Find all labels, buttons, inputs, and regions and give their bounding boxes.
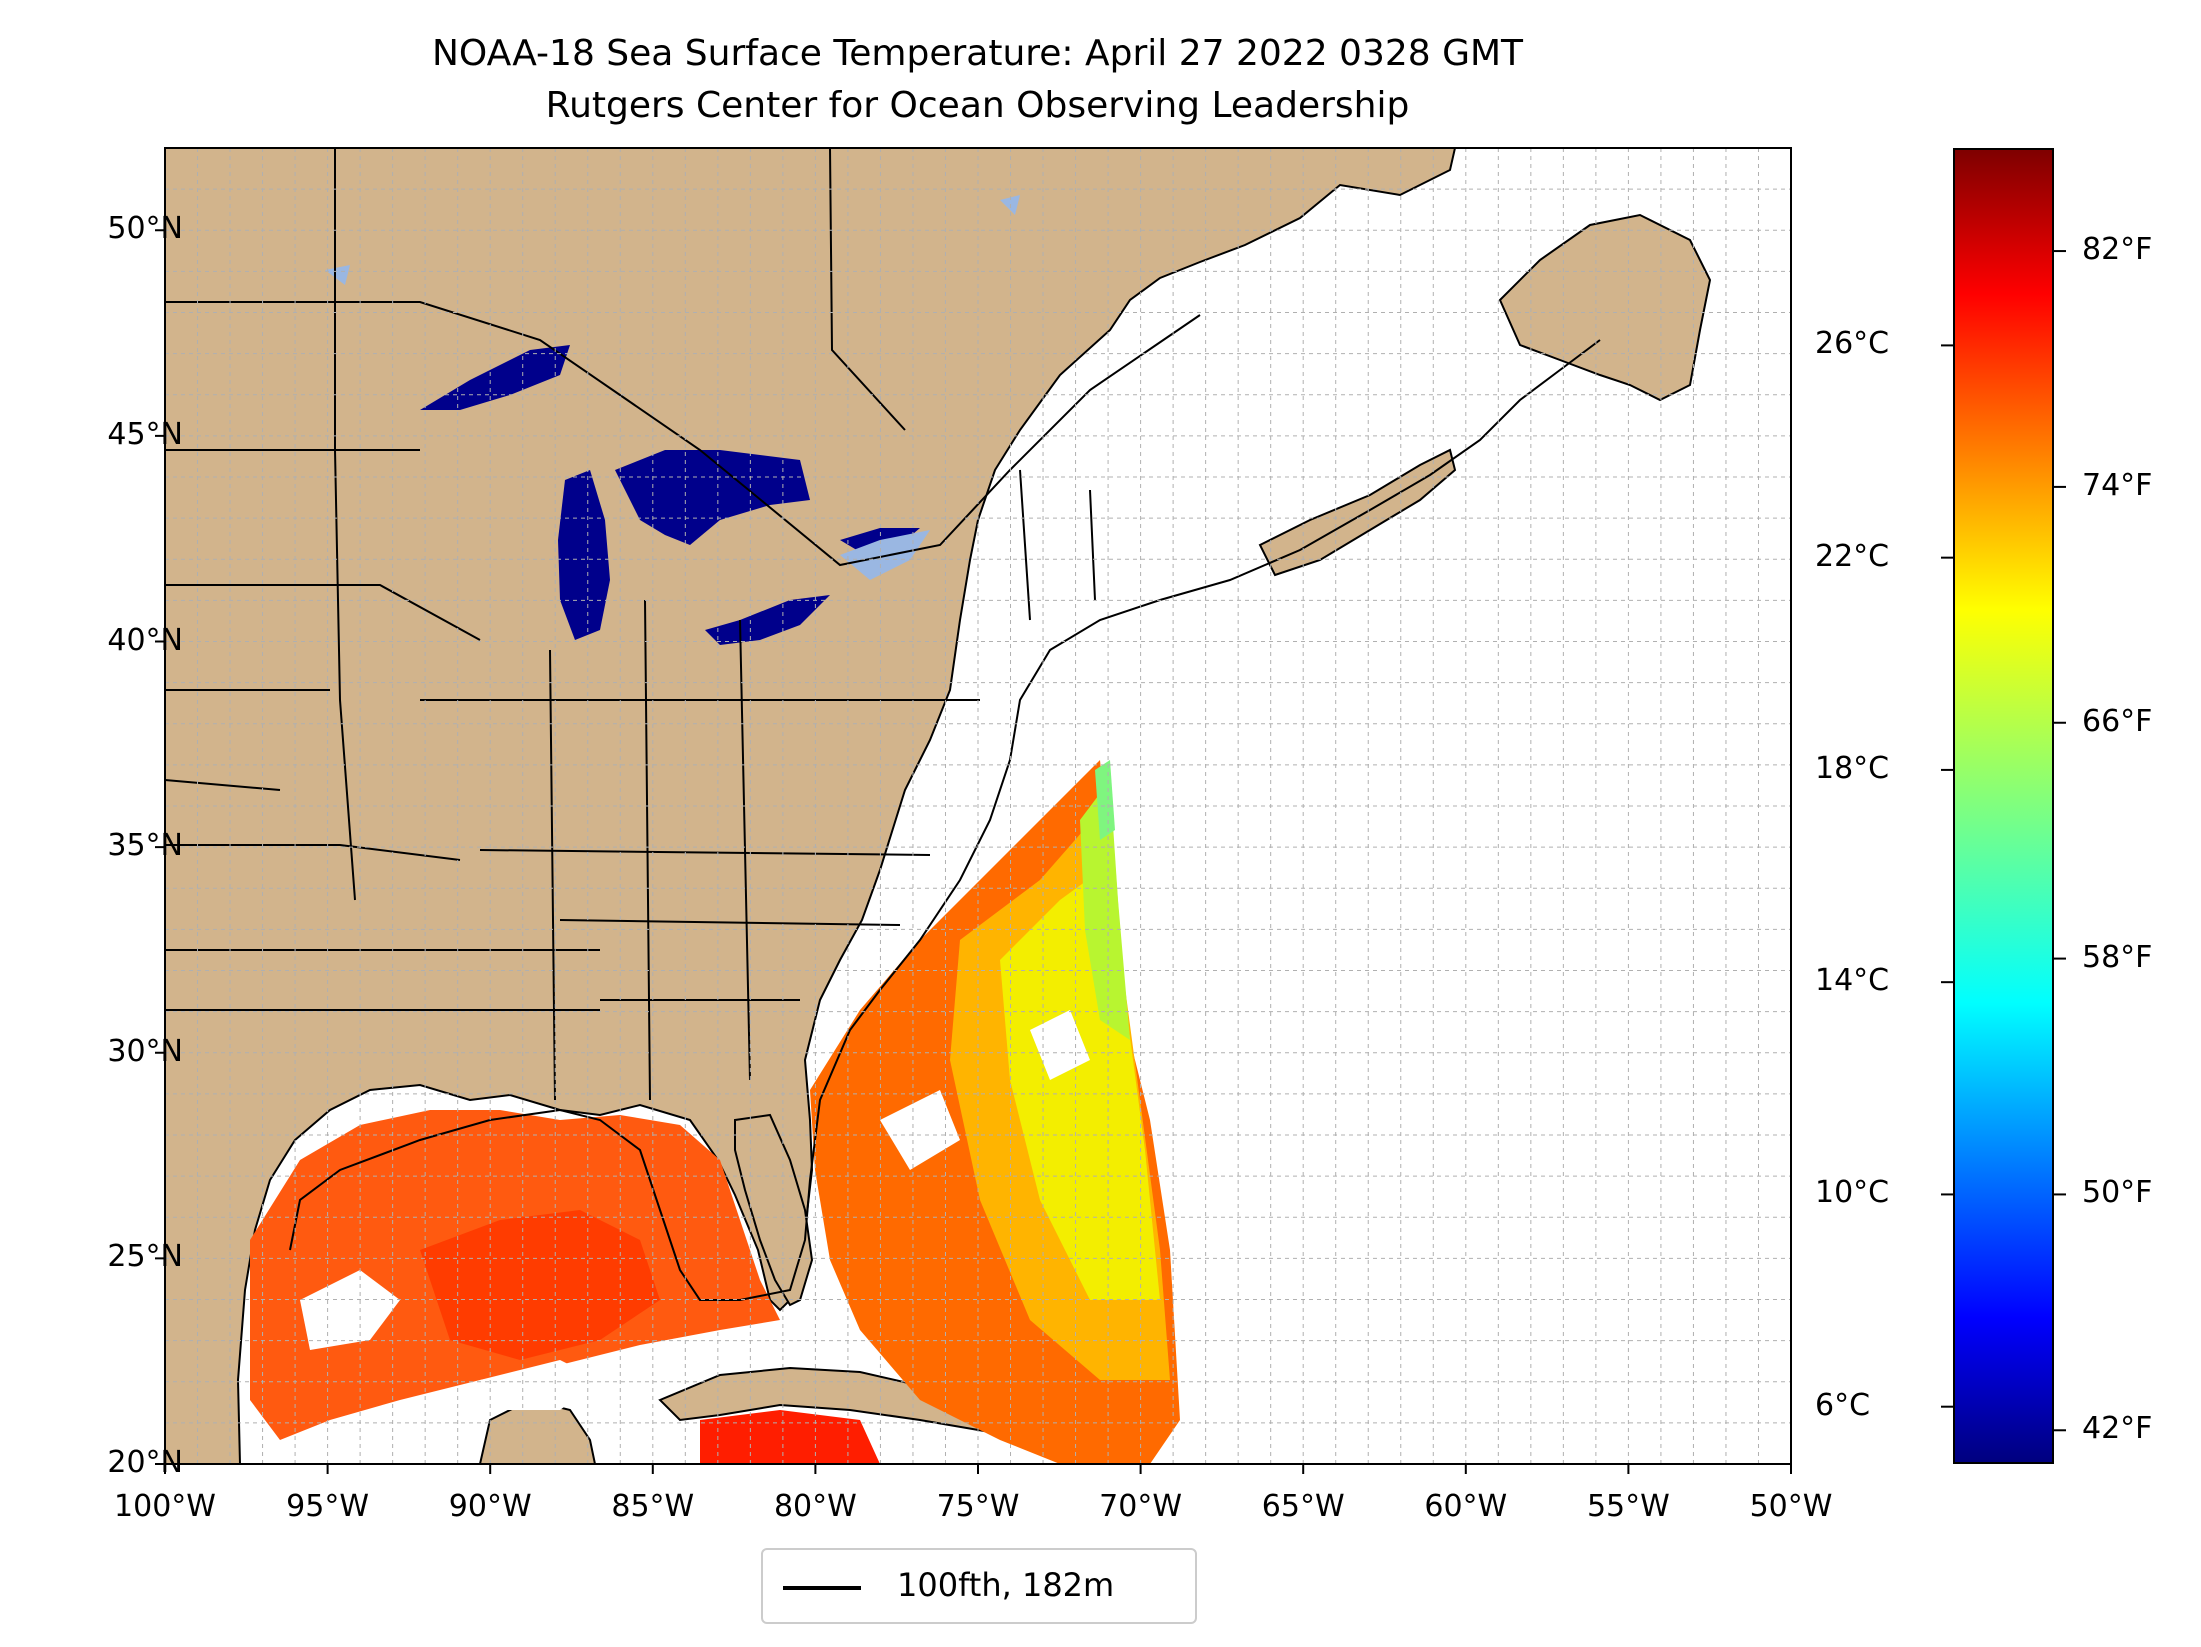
political-borders (165, 148, 1201, 1101)
fahrenheit-tick-label: 58°F (2082, 939, 2153, 975)
x-tick-label: 60°W (1424, 1489, 1508, 1524)
temperature-colorbar (1953, 148, 2054, 1464)
map-title: NOAA-18 Sea Surface Temperature: April 2… (431, 33, 1524, 74)
legend-line-swatch (783, 1586, 861, 1590)
x-tick-label: 55°W (1586, 1489, 1670, 1524)
celsius-tick-label: 26°C (1815, 326, 1890, 362)
celsius-tick-label: 18°C (1815, 750, 1890, 786)
y-tick-label: 50°N (107, 211, 183, 247)
legend: 100fth, 182m (761, 1548, 1197, 1624)
florida (734, 1113, 814, 1307)
x-tick-label: 90°W (448, 1489, 532, 1524)
x-tick-label: 100°W (114, 1489, 216, 1524)
nova-scotia (1258, 448, 1457, 577)
map-subtitle: Rutgers Center for Ocean Observing Leade… (545, 85, 1410, 126)
fahrenheit-tick-label: 82°F (2082, 232, 2153, 268)
fahrenheit-tick-label: 66°F (2082, 703, 2153, 739)
x-tick-label: 80°W (773, 1489, 857, 1524)
x-tick-label: 85°W (611, 1489, 695, 1524)
fahrenheit-tick-label: 50°F (2082, 1175, 2153, 1211)
y-tick-label: 25°N (107, 1239, 183, 1275)
celsius-tick-label: 22°C (1815, 538, 1890, 574)
celsius-tick-label: 6°C (1815, 1387, 1871, 1423)
x-tick-label: 50°W (1749, 1489, 1833, 1524)
y-tick-label: 40°N (107, 622, 183, 658)
fahrenheit-tick-label: 74°F (2082, 467, 2153, 503)
y-tick-label: 20°N (107, 1445, 183, 1480)
legend-label: 100fth, 182m (897, 1566, 1115, 1604)
sst-data (250, 760, 1180, 1464)
x-tick-label: 70°W (1099, 1489, 1183, 1524)
y-tick-label: 35°N (107, 828, 183, 864)
y-tick-label: 45°N (107, 416, 183, 452)
x-tick-label: 75°W (936, 1489, 1020, 1524)
x-tick-label: 95°W (286, 1489, 370, 1524)
x-tick-label: 65°W (1261, 1489, 1345, 1524)
y-tick-label: 30°N (107, 1033, 183, 1069)
fahrenheit-tick-label: 42°F (2082, 1411, 2153, 1447)
celsius-tick-label: 14°C (1815, 963, 1890, 999)
isobath-100fth (289, 339, 1601, 1301)
celsius-tick-label: 10°C (1815, 1175, 1890, 1211)
